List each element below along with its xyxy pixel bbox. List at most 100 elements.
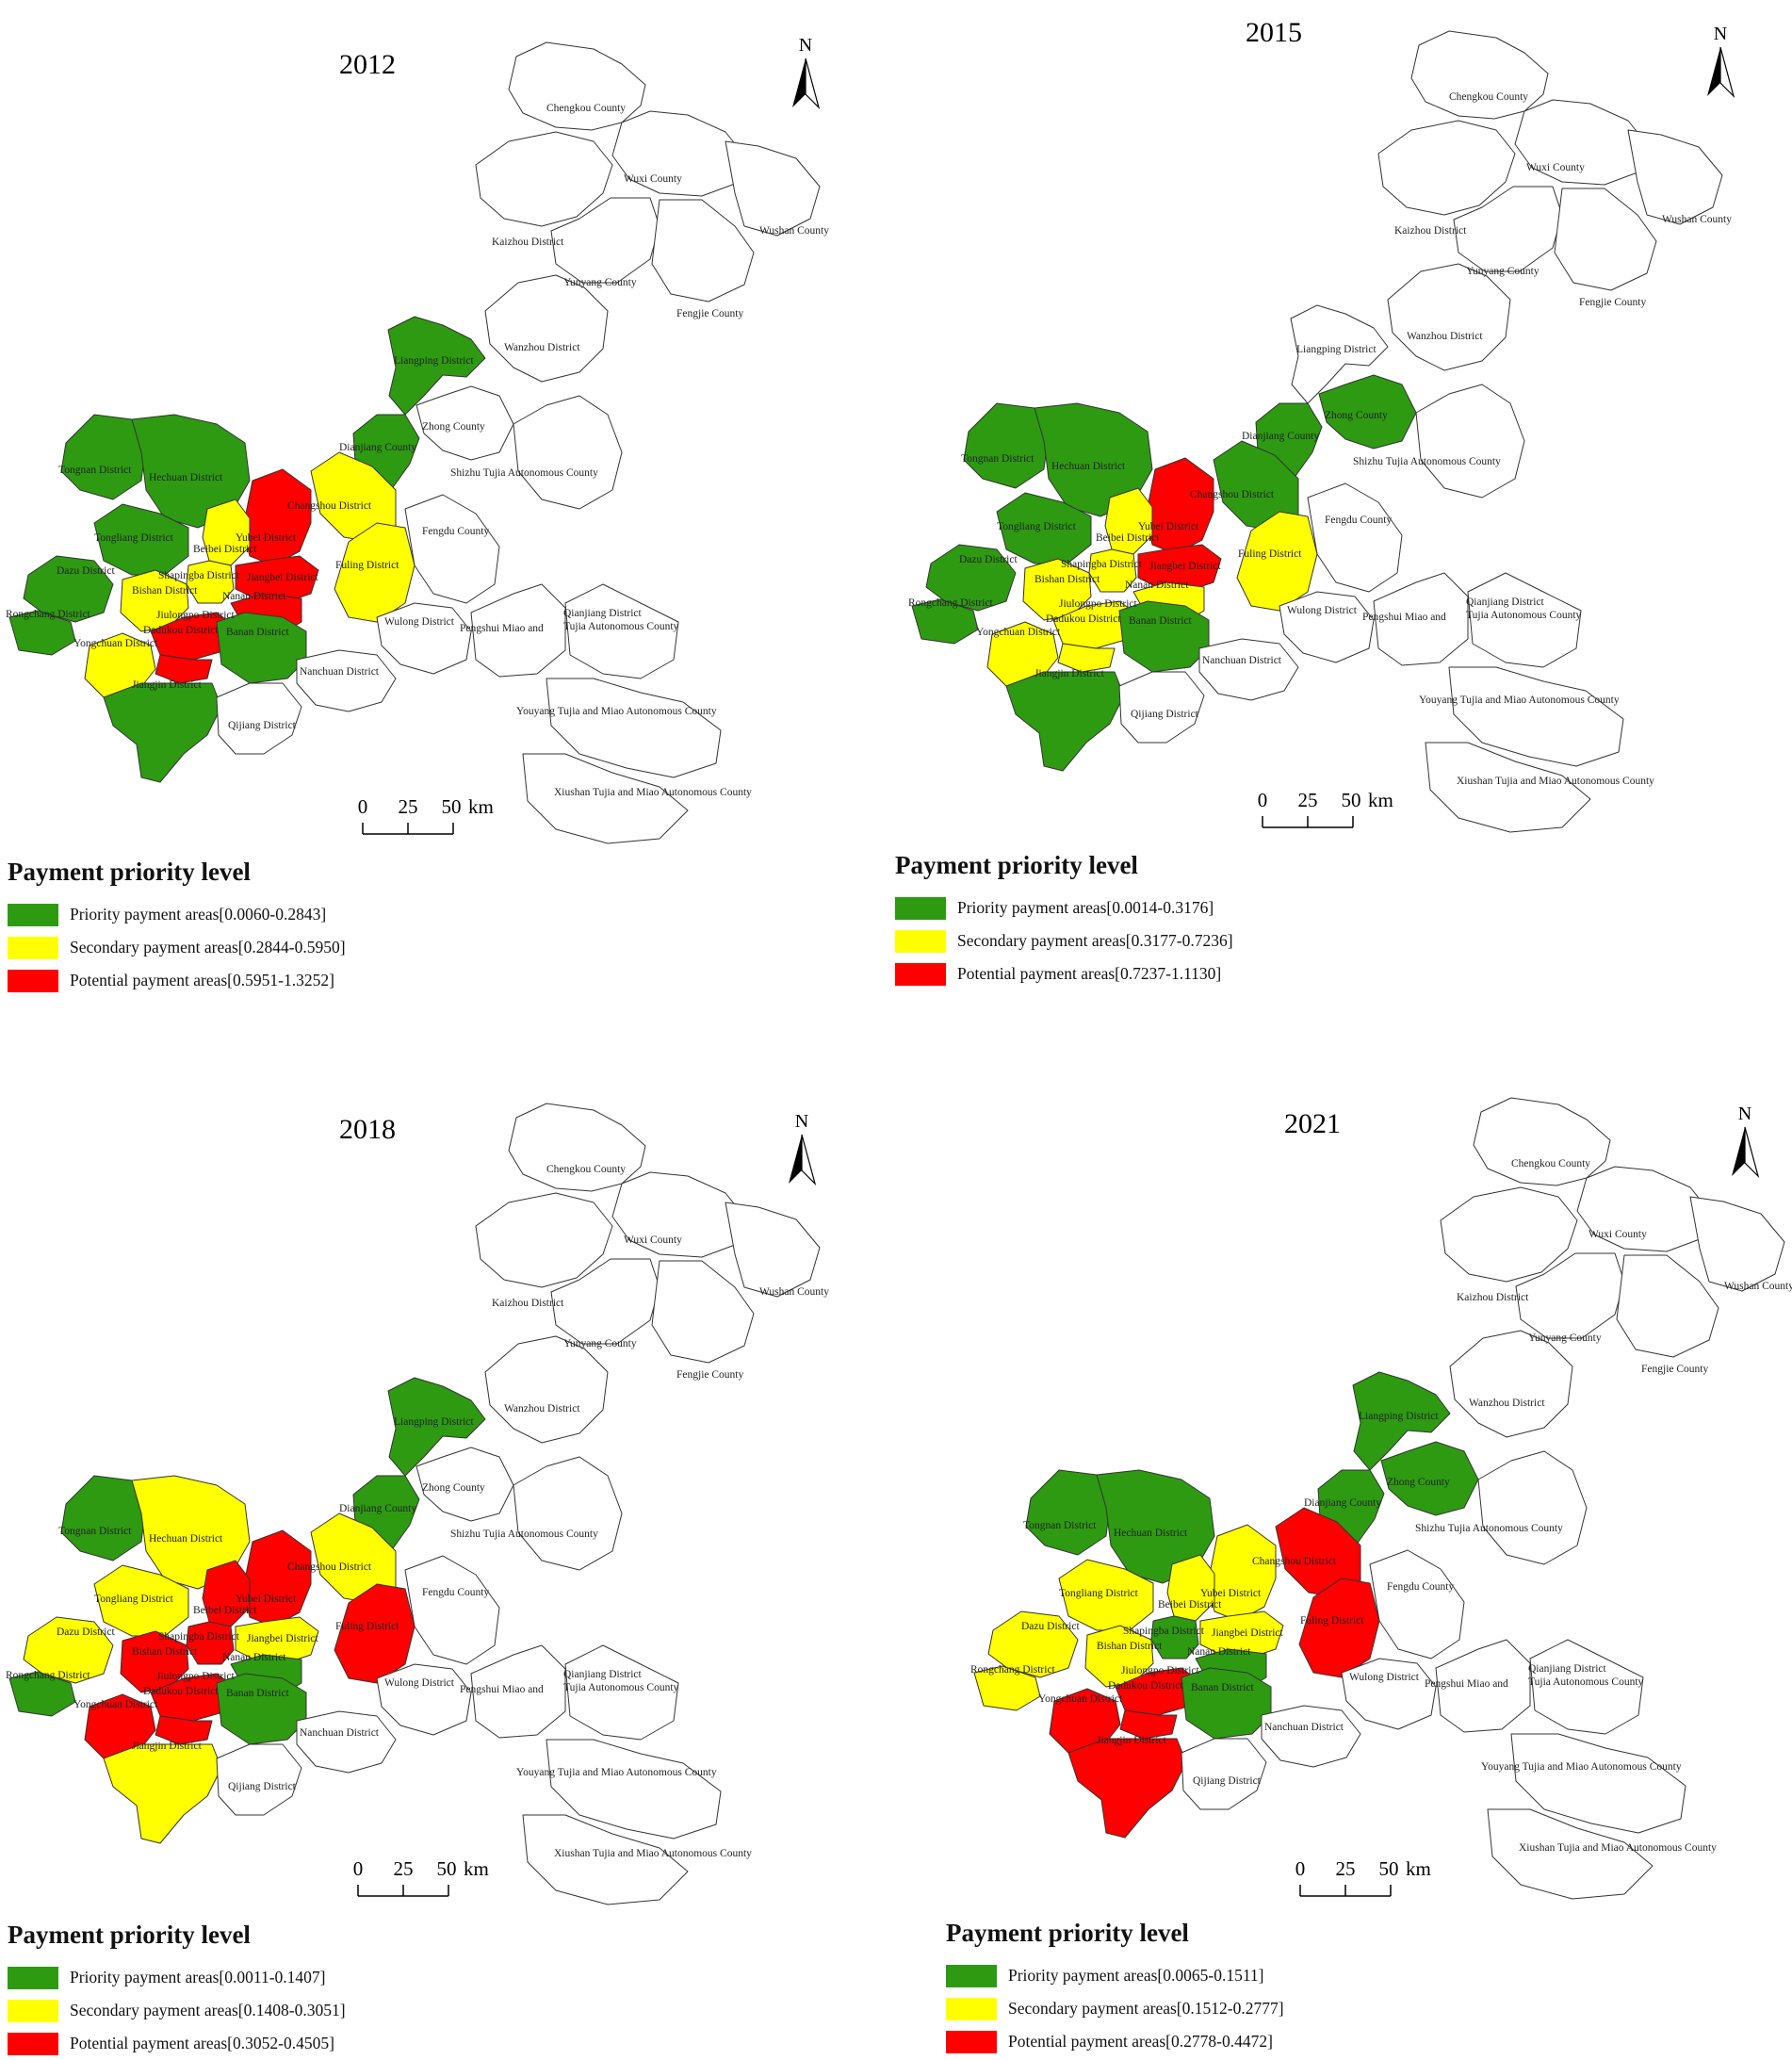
region-label-shizhu-tujia-autonomous-county: Shizhu Tujia Autonomous County [450, 1529, 598, 1540]
legend-label: Potential payment areas[0.3052-0.4505] [70, 2034, 334, 2052]
region-label-kaizhou-district: Kaizhou District [1394, 225, 1467, 237]
region-xiushan-tujia-and-miao-autonomous-county [522, 1814, 689, 1905]
region-chengkou-county [1473, 1097, 1611, 1186]
region-liangping-district [387, 316, 486, 416]
legend-item-secondary: Secondary payment areas[0.2844-0.5950] [8, 931, 346, 964]
region-qianjiang-district [1529, 1639, 1644, 1735]
legend-label: Priority payment areas[0.0011-0.1407] [70, 1968, 326, 1986]
region-label-wushan-county: Wushan County [759, 225, 829, 237]
legend-swatch-potential [8, 969, 58, 992]
region-tongnan-district [963, 402, 1050, 489]
region-label-nanan-district: Nanan District [1187, 1646, 1251, 1658]
region-label-wushan-county: Wushan County [1724, 1281, 1792, 1292]
region-shapingba-district [1150, 1615, 1199, 1659]
region-label-qijiang-district: Qijiang District [1193, 1775, 1262, 1787]
region-fengdu-county [1307, 482, 1403, 593]
region-qianjiang-district [1467, 572, 1582, 668]
scale-tick-label: 25 [1298, 789, 1318, 811]
region-jiangjin-district [1005, 671, 1125, 772]
region-label-shapingba-district: Shapingba District [1061, 559, 1143, 570]
region-label-tujia-autonomous-county: Tujia Autonomous County [563, 1682, 679, 1693]
region-label-fengjie-county: Fengjie County [676, 1369, 743, 1381]
region-label-jiangjin-district: Jiangjin District [1034, 668, 1105, 679]
region-youyang-tujia-and-miao-autonomous-county [546, 678, 722, 778]
region-label-banan-district: Banan District [226, 627, 290, 638]
region-label-yubei-district: Yubei District [1200, 1588, 1262, 1599]
region-label-fengdu-county: Fengdu County [1325, 515, 1392, 526]
region-yongchuan-district [1049, 1688, 1121, 1754]
region-tongnan-district [60, 1475, 147, 1561]
region-fengdu-county [404, 1555, 500, 1665]
region-label-fuling-district: Fuling District [335, 1621, 399, 1632]
region-beibei-district [202, 499, 251, 566]
region-label-hechuan-district: Hechuan District [149, 1533, 223, 1545]
region-label-youyang-tujia-and-miao-autonomous-county: Youyang Tujia and Miao Autonomous County [1481, 1761, 1682, 1773]
region-xiushan-tujia-and-miao-autonomous-county [522, 753, 689, 844]
region-label-shizhu-tujia-autonomous-county: Shizhu Tujia Autonomous County [450, 467, 598, 479]
region-label-beibei-district: Beibei District [193, 544, 257, 555]
region-yongchuan-district [84, 632, 156, 698]
region-fuling-district [334, 522, 415, 623]
region-label-jiulongpo-district: Jiulongpo District [1121, 1665, 1200, 1676]
region-jiangjin-district [103, 1743, 222, 1844]
region-label-dadukou-district: Dadukou District [143, 1686, 219, 1697]
region-label-fengjie-county: Fengjie County [1641, 1364, 1708, 1375]
region-fengjie-county [651, 1260, 755, 1364]
legend-label: Secondary payment areas[0.1408-0.3051] [70, 2001, 346, 2019]
legend-title: Payment priority level [895, 851, 1138, 879]
region-label-jiulongpo-district: Jiulongpo District [1059, 598, 1138, 610]
region-label-rongchang-district: Rongchang District [970, 1664, 1056, 1676]
region-label-wuxi-county: Wuxi County [624, 173, 682, 185]
region-label-fengdu-county: Fengdu County [422, 1587, 489, 1598]
region-label-yunyang-county: Yunyang County [1528, 1332, 1602, 1344]
map-panel-2021: Chengkou County Wuxi County Kaizhou Distri… [970, 1097, 1792, 1900]
region-zhong-county [1318, 374, 1417, 450]
scale-unit-label: km [464, 1857, 489, 1880]
region-label-kaizhou-district: Kaizhou District [492, 1298, 564, 1309]
legend-2018: Payment priority level Priority payment … [8, 1921, 346, 2060]
region-dazu-district [23, 1616, 114, 1684]
legend-label: Potential payment areas[0.5951-1.3252] [70, 971, 334, 989]
region-jiangbei-district [235, 1616, 319, 1665]
legend-label: Secondary payment areas[0.2844-0.5950] [70, 938, 346, 956]
region-label-jiulongpo-district: Jiulongpo District [156, 610, 236, 621]
region-qijiang-district [216, 682, 302, 755]
region-label-changshou-district: Changshou District [1190, 489, 1275, 500]
legend-swatch-potential [946, 2030, 997, 2053]
scale-bar: 0 25 50 km [353, 1857, 489, 1897]
legend-label: Secondary payment areas[0.3177-0.7236] [957, 931, 1233, 950]
region-label-dadukou-district: Dadukou District [1108, 1680, 1183, 1692]
region-nanchuan-district [1198, 638, 1299, 701]
region-label-beibei-district: Beibei District [193, 1605, 257, 1616]
region-label-yongchuan-district: Yongchuan District [1038, 1693, 1123, 1705]
region-label-wuxi-county: Wuxi County [1588, 1229, 1647, 1240]
region-beibei-district [1104, 487, 1153, 555]
region-bishan-district [120, 569, 189, 632]
north-arrow-icon: N [789, 1111, 817, 1186]
region-label-qianjiang-district: Qianjiang District [1528, 1663, 1607, 1675]
region-label-tongnan-district: Tongnan District [58, 1526, 132, 1537]
region-rongchang-district [8, 610, 76, 656]
region-label-nanan-district: Nanan District [222, 1652, 286, 1663]
region-label-wanzhou-district: Wanzhou District [504, 1403, 580, 1414]
region-label-nanan-district: Nanan District [1125, 580, 1189, 591]
scale-bar: 0 25 50 km [358, 795, 494, 835]
region-label-dazu-district: Dazu District [57, 1627, 115, 1638]
region-label-wuxi-county: Wuxi County [1526, 162, 1585, 173]
region-banan-district [216, 612, 307, 684]
region-label-nanchuan-district: Nanchuan District [300, 666, 380, 678]
region-label-wushan-county: Wushan County [759, 1286, 829, 1298]
region-label-fengdu-county: Fengdu County [422, 526, 489, 537]
region-label-jiangbei-district: Jiangbei District [247, 1633, 318, 1644]
legend-swatch-priority [895, 896, 946, 920]
region-shizhu-tujia-autonomous-county [513, 1456, 623, 1571]
region-label-yunyang-county: Yunyang County [563, 1338, 637, 1349]
region-label-qianjiang-district: Qianjiang District [563, 608, 643, 619]
region-label-fengjie-county: Fengjie County [1579, 297, 1646, 308]
region-label-bishan-district: Bishan District [132, 1646, 198, 1658]
region-label-tongnan-district: Tongnan District [1023, 1520, 1097, 1531]
region-fengdu-county [1369, 1549, 1465, 1659]
region-banan-district [1118, 600, 1210, 673]
legend-item-potential: Potential payment areas[0.2778-0.4472] [946, 2025, 1284, 2058]
scale-bar: 0 25 50 km [1258, 789, 1393, 828]
